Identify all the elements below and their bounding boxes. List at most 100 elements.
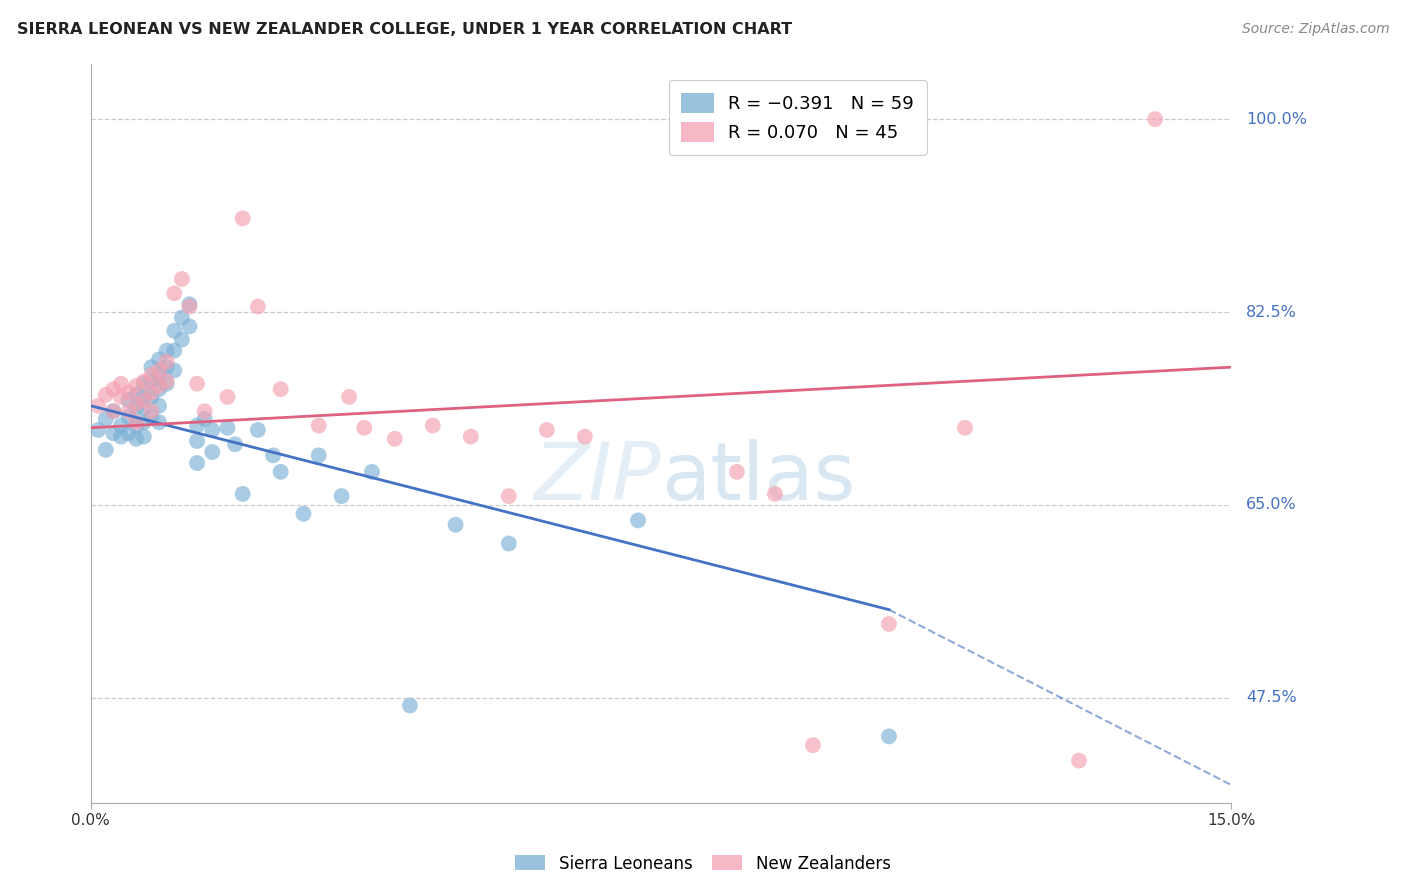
Point [125, 396, 148, 410]
Point [186, 418, 208, 433]
Point [186, 434, 208, 448]
Point [156, 375, 179, 389]
Point [179, 297, 201, 311]
Point [103, 404, 125, 418]
Point [156, 360, 179, 375]
Point [148, 368, 170, 382]
Point [801, 738, 824, 752]
Point [170, 272, 193, 286]
Point [94, 412, 117, 426]
Point [232, 487, 254, 501]
Point [337, 390, 360, 404]
Point [361, 465, 384, 479]
Point [103, 382, 125, 396]
Point [1144, 112, 1167, 127]
Legend: R = −0.391   N = 59, R = 0.070   N = 45: R = −0.391 N = 59, R = 0.070 N = 45 [669, 80, 927, 154]
Point [94, 442, 117, 457]
Text: 65.0%: 65.0% [1246, 498, 1298, 512]
Point [201, 445, 224, 459]
Point [125, 432, 148, 446]
Point [163, 343, 186, 358]
Point [132, 393, 155, 408]
Point [444, 517, 467, 532]
Point [627, 513, 650, 527]
Point [117, 393, 139, 408]
Point [125, 401, 148, 415]
Point [246, 300, 269, 314]
Point [308, 448, 330, 462]
Point [170, 333, 193, 347]
Point [292, 507, 315, 521]
Point [103, 404, 125, 418]
Point [125, 379, 148, 393]
Point [132, 429, 155, 443]
Point [117, 409, 139, 424]
Point [163, 286, 186, 301]
Point [125, 388, 148, 402]
Text: atlas: atlas [661, 439, 855, 516]
Point [246, 423, 269, 437]
Point [156, 343, 179, 358]
Point [132, 375, 155, 389]
Point [186, 376, 208, 391]
Point [1067, 754, 1090, 768]
Point [125, 418, 148, 433]
Point [94, 388, 117, 402]
Point [194, 412, 217, 426]
Point [262, 448, 284, 462]
Text: ZIP: ZIP [533, 439, 661, 516]
Point [156, 354, 179, 368]
Point [163, 324, 186, 338]
Point [498, 489, 520, 503]
Point [110, 418, 132, 433]
Text: 100.0%: 100.0% [1246, 112, 1308, 127]
Point [384, 432, 406, 446]
Point [110, 376, 132, 391]
Point [132, 401, 155, 415]
Point [170, 310, 193, 325]
Point [87, 399, 110, 413]
Point [232, 211, 254, 226]
Point [536, 423, 558, 437]
Point [87, 423, 110, 437]
Point [877, 617, 900, 632]
Point [217, 421, 239, 435]
Point [148, 363, 170, 377]
Point [953, 421, 976, 435]
Point [125, 415, 148, 429]
Point [141, 360, 163, 375]
Point [217, 390, 239, 404]
Point [148, 379, 170, 393]
Point [422, 418, 444, 433]
Point [117, 404, 139, 418]
Point [179, 319, 201, 334]
Point [141, 385, 163, 400]
Text: 82.5%: 82.5% [1246, 304, 1298, 319]
Point [330, 489, 353, 503]
Point [132, 390, 155, 404]
Point [179, 300, 201, 314]
Point [763, 487, 786, 501]
Point [148, 415, 170, 429]
Point [117, 385, 139, 400]
Point [132, 415, 155, 429]
Point [224, 437, 246, 451]
Text: SIERRA LEONEAN VS NEW ZEALANDER COLLEGE, UNDER 1 YEAR CORRELATION CHART: SIERRA LEONEAN VS NEW ZEALANDER COLLEGE,… [17, 22, 792, 37]
Point [141, 404, 163, 418]
Point [460, 429, 482, 443]
Point [148, 352, 170, 367]
Point [132, 376, 155, 391]
Point [117, 426, 139, 441]
Text: Source: ZipAtlas.com: Source: ZipAtlas.com [1241, 22, 1389, 37]
Point [201, 423, 224, 437]
Point [270, 382, 292, 396]
Point [110, 429, 132, 443]
Point [163, 363, 186, 377]
Point [353, 421, 375, 435]
Point [574, 429, 596, 443]
Point [141, 409, 163, 424]
Point [725, 465, 748, 479]
Point [194, 404, 217, 418]
Point [877, 730, 900, 744]
Text: 47.5%: 47.5% [1246, 690, 1298, 706]
